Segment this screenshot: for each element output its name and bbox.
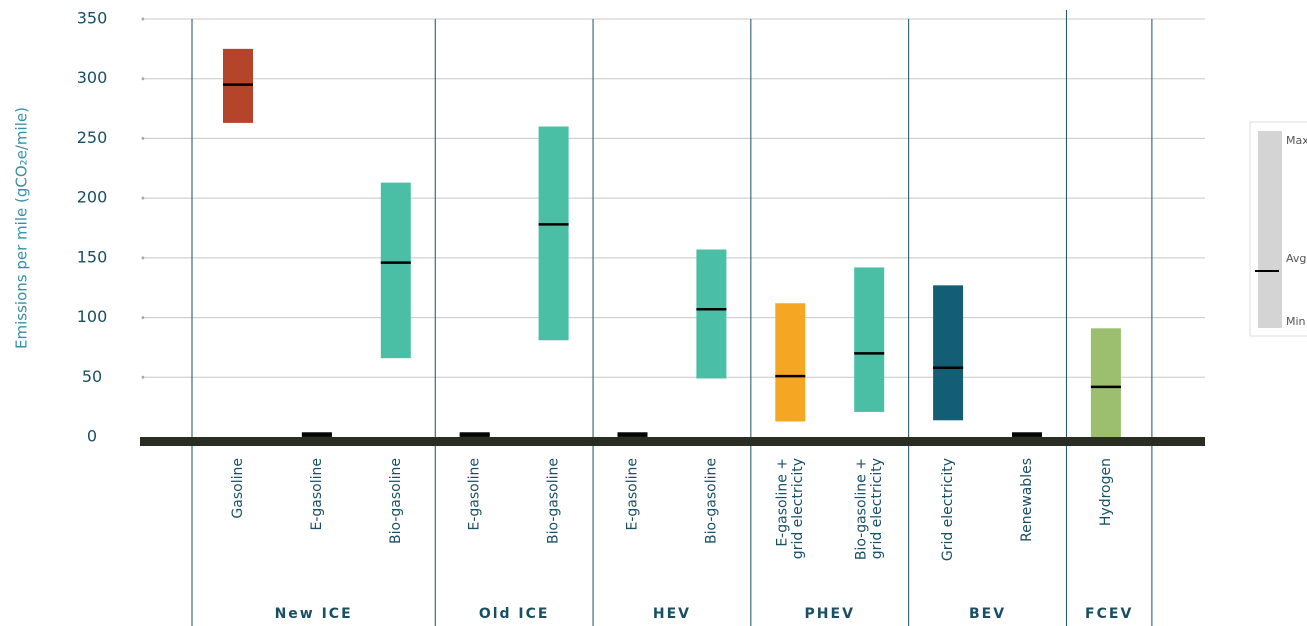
legend-avg-label: Avg: [1286, 252, 1306, 265]
group-label: FCEV: [1085, 606, 1133, 622]
range-bar: [538, 126, 569, 341]
legend-max: Max: [1286, 134, 1307, 147]
range-bar: [933, 285, 964, 421]
range-bar: [380, 182, 411, 359]
x-tick-label: Gasoline: [230, 458, 246, 519]
grid-dot: [141, 256, 145, 260]
grid-dot: [141, 77, 145, 81]
range-bar: [854, 267, 885, 412]
y-tick-label: 0: [87, 427, 97, 446]
x-tick-label: Renewables: [1019, 458, 1035, 542]
x-tick-label: Bio-gasoline: [546, 458, 562, 544]
zero-baseline: [140, 437, 1205, 446]
y-axis-label: Emissions per mile (gCO₂e/mile): [13, 107, 31, 349]
grid-dot: [141, 375, 145, 379]
grid-dot: [141, 196, 145, 200]
x-tick-label: Bio-gasoline: [703, 458, 719, 544]
x-tick-label: E-gasoline: [309, 458, 325, 531]
x-tick-label: Hydrogen: [1098, 458, 1114, 526]
range-bar: [1090, 328, 1121, 437]
group-label: BEV: [969, 606, 1006, 622]
x-tick-label: Bio-gasoline: [388, 458, 404, 544]
y-tick-label: 250: [77, 128, 108, 147]
x-tick-label: E-gasoline: [467, 458, 483, 531]
legend-range: [1258, 131, 1282, 328]
y-tick-label: 300: [77, 68, 108, 87]
grid-dot: [141, 17, 145, 21]
y-tick-label: 50: [82, 367, 102, 386]
group-label: HEV: [653, 606, 691, 622]
range-bar: [696, 249, 727, 379]
grid-dot: [141, 316, 145, 320]
x-tick-label: Grid electricity: [940, 458, 956, 561]
y-tick-label: 350: [77, 9, 108, 28]
group-label: New ICE: [275, 606, 353, 622]
y-tick-label: 200: [77, 188, 108, 207]
grid-dot: [141, 136, 145, 140]
y-tick-label: 100: [77, 307, 108, 326]
range-bar: [775, 303, 806, 422]
group-label: Old ICE: [479, 606, 550, 622]
group-label: PHEV: [805, 606, 855, 622]
x-tick-label: E-gasoline: [625, 458, 641, 531]
y-tick-label: 150: [77, 247, 108, 266]
legend-min: Min: [1286, 315, 1306, 328]
x-tick-label: E-gasoline +grid electricity: [775, 458, 806, 559]
x-tick-label: Bio-gasoline +grid electricity: [854, 458, 885, 560]
